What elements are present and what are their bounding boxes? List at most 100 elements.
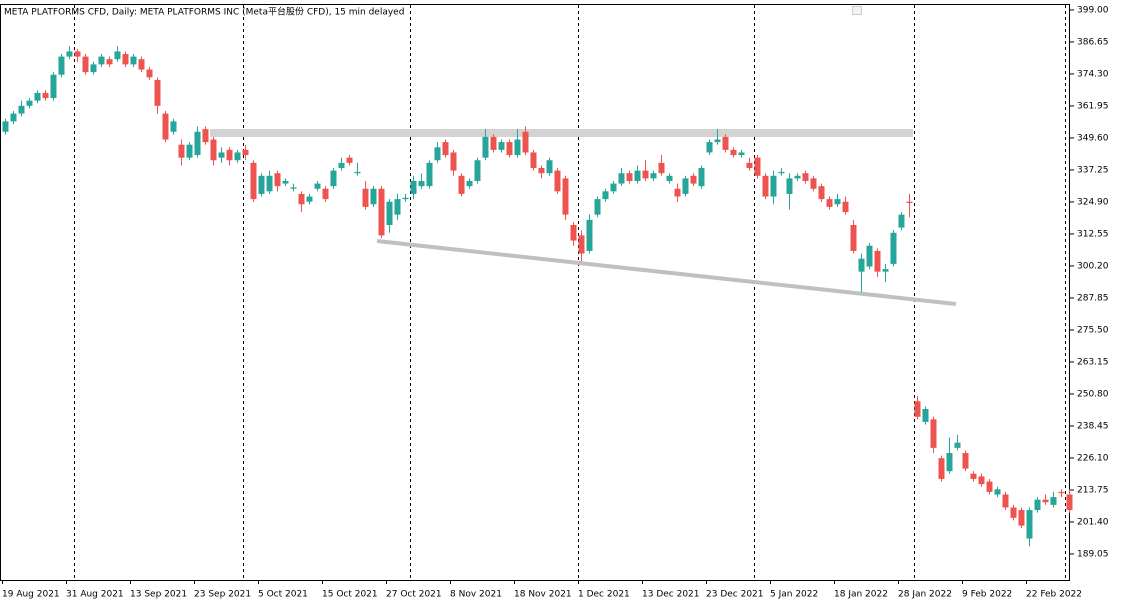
candle-body	[122, 54, 129, 65]
x-tick-label: 31 Aug 2021	[66, 590, 124, 600]
candle-body	[322, 188, 329, 200]
candle-body	[810, 178, 817, 189]
candle-body	[354, 171, 361, 174]
icon	[852, 6, 862, 15]
candle-body	[1026, 510, 1033, 539]
x-tick-label: 13 Dec 2021	[642, 590, 700, 600]
candle-body	[426, 162, 433, 187]
candle-body	[690, 175, 697, 184]
chart-icon	[852, 6, 862, 15]
candle-body	[642, 170, 649, 179]
candle-body	[562, 178, 569, 215]
y-tick-label: 287.85	[1077, 293, 1109, 303]
x-tick-label: 15 Oct 2021	[322, 590, 378, 600]
candle-body	[802, 173, 809, 181]
candle-body	[114, 51, 121, 60]
candle-body	[626, 173, 633, 181]
candle-body	[370, 188, 377, 205]
candle-body	[754, 157, 761, 176]
candle-body	[338, 162, 345, 169]
candle-body	[650, 173, 657, 179]
y-tick-label: 300.20	[1077, 261, 1109, 271]
candle-body	[674, 188, 681, 197]
candle-body	[610, 183, 617, 192]
candles	[2, 46, 1073, 547]
candle-body	[858, 258, 865, 272]
candle-body	[906, 201, 913, 203]
candle-body	[594, 199, 601, 215]
candle-body	[1018, 510, 1025, 526]
candle-body	[938, 458, 945, 479]
candle-body	[362, 188, 369, 207]
candle-body	[418, 180, 425, 187]
y-tick-label: 226.10	[1077, 453, 1109, 463]
candle-body	[914, 401, 921, 417]
candle-body	[770, 175, 777, 197]
candle-body	[954, 442, 961, 448]
candle-body	[226, 149, 233, 161]
candle-body	[250, 162, 257, 200]
candle-body	[1010, 507, 1017, 518]
candle-body	[242, 149, 249, 156]
candle-body	[282, 180, 289, 184]
candle-body	[1058, 491, 1065, 494]
x-tick-label: 27 Oct 2021	[386, 590, 442, 600]
x-tick-label: 23 Dec 2021	[706, 590, 764, 600]
candle-body	[658, 162, 665, 174]
candle-body	[706, 142, 713, 153]
x-tick-label: 18 Nov 2021	[514, 590, 572, 600]
x-tick-label: 19 Aug 2021	[2, 590, 60, 600]
candle-body	[162, 113, 169, 140]
candle-body	[202, 129, 209, 143]
trend-line	[376, 239, 957, 306]
y-tick-label: 361.95	[1077, 101, 1109, 111]
candle-body	[74, 51, 81, 57]
candle-body	[970, 473, 977, 479]
candle-body	[298, 193, 305, 205]
candle-body	[1066, 494, 1073, 511]
candle-body	[986, 481, 993, 492]
candle-body	[90, 64, 97, 73]
candle-body	[330, 170, 337, 187]
candle-body	[882, 269, 889, 272]
candle-body	[538, 168, 545, 174]
candle-body	[746, 162, 753, 169]
chart-title: META PLATFORMS CFD, Daily: META PLATFORM…	[4, 6, 404, 18]
candle-body	[386, 201, 393, 226]
candle-body	[34, 92, 41, 101]
candle-body	[346, 157, 353, 163]
candle-body	[618, 173, 625, 184]
candle-body	[442, 142, 449, 156]
plot-frame	[0, 4, 1070, 581]
candle-body	[394, 199, 401, 215]
candle-body	[266, 175, 273, 192]
candle-body	[154, 79, 161, 106]
candle-body	[778, 171, 785, 174]
candle-body	[498, 142, 505, 150]
candle-body	[98, 56, 105, 65]
y-tick-label: 213.75	[1077, 485, 1109, 495]
candle-body	[258, 175, 265, 194]
candle-body	[602, 191, 609, 200]
candle-body	[762, 175, 769, 197]
y-tick-label: 312.55	[1077, 229, 1109, 239]
candle-body	[218, 152, 225, 158]
candle-body	[194, 131, 201, 156]
candle-body	[1002, 494, 1009, 508]
y-tick-label: 275.50	[1077, 325, 1109, 335]
y-tick-label: 399.00	[1077, 5, 1109, 15]
candle-body	[10, 113, 17, 122]
candle-body	[834, 199, 841, 205]
candle-body	[26, 100, 33, 106]
candle-body	[994, 489, 1001, 495]
candle-body	[50, 74, 57, 99]
candle-body	[234, 152, 241, 161]
candle-body	[1034, 499, 1041, 511]
candle-body	[962, 453, 969, 469]
candle-body	[466, 180, 473, 187]
candle-body	[530, 152, 537, 169]
candle-body	[874, 250, 881, 272]
candle-body	[554, 170, 561, 192]
candle-body	[890, 232, 897, 264]
